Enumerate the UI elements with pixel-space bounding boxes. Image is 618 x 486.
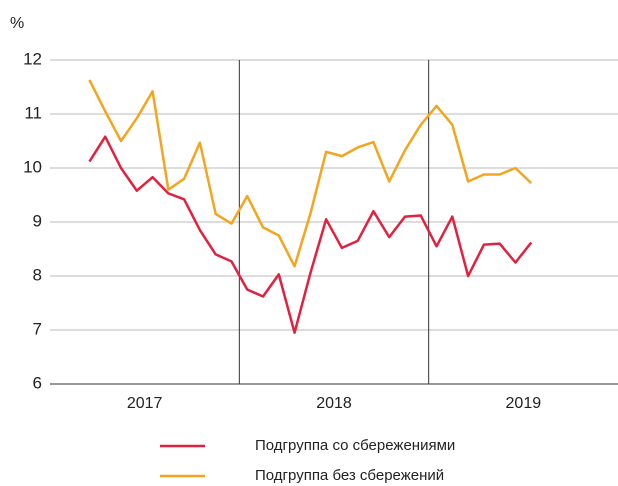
y-tick-label: 11	[24, 103, 42, 122]
x-tick-label: 2018	[316, 395, 352, 412]
series-line	[88, 135, 533, 334]
y-tick-label: 12	[23, 49, 42, 68]
x-tick-label: 2017	[127, 395, 163, 412]
legend-label: Подгруппа без сбережений	[255, 467, 444, 484]
legend-label: Подгруппа со сбережениями	[255, 437, 455, 454]
y-tick-label: 6	[33, 373, 42, 392]
y-tick-label: 9	[33, 211, 42, 230]
series-line	[88, 79, 533, 268]
y-axis-label: %	[10, 15, 24, 32]
y-tick-label: 7	[33, 319, 42, 338]
y-tick-label: 8	[33, 265, 42, 284]
y-tick-label: 10	[23, 157, 42, 176]
x-tick-label: 2019	[506, 395, 542, 412]
